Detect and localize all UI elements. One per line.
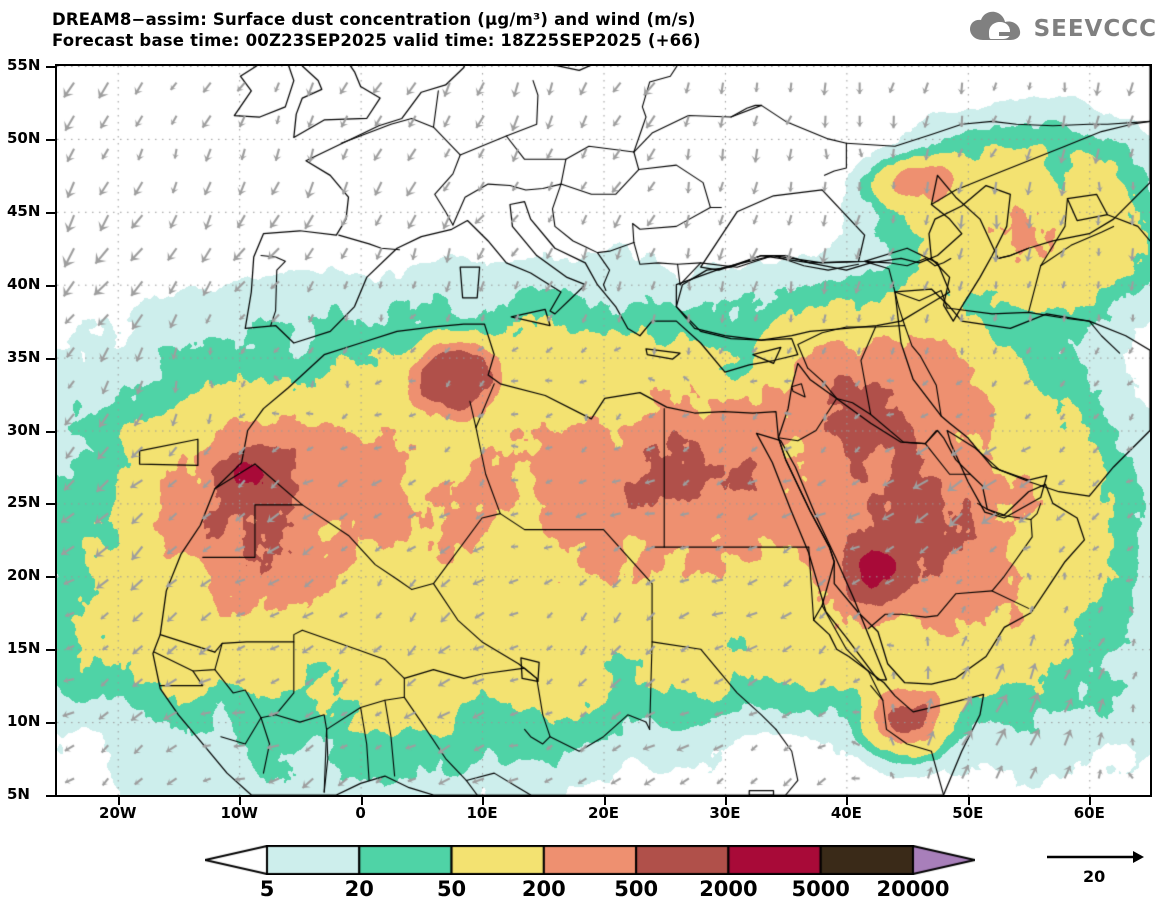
x-axis-tick-label: 30E <box>709 804 741 822</box>
y-axis-tick <box>46 576 55 579</box>
x-axis-tick-label: 20E <box>587 804 620 822</box>
colorbar-tick-label: 20000 <box>876 877 950 901</box>
y-axis-tick-label: 50N <box>7 128 41 147</box>
y-axis-tick <box>46 722 55 725</box>
x-axis-tick <box>360 796 363 805</box>
y-axis-tick <box>46 66 55 68</box>
logo-text: SEEVCCC <box>1033 16 1157 42</box>
x-axis-tick <box>724 796 727 805</box>
wind-scale-label: 20 <box>1083 867 1106 886</box>
x-axis-tick <box>1089 796 1092 805</box>
y-axis-tick-label: 15N <box>7 639 41 658</box>
colorbar-tick-label: 5 <box>259 877 275 901</box>
dust-concentration-map <box>57 66 1150 795</box>
y-axis-tick <box>46 795 55 797</box>
y-axis-tick-label: 30N <box>7 420 41 439</box>
x-axis-tick <box>482 796 485 805</box>
y-axis-tick-label: 55N <box>7 56 41 74</box>
colorbar-tick-label: 500 <box>614 877 659 901</box>
x-axis-tick <box>117 796 120 805</box>
header: DREAM8−assim: Surface dust concentration… <box>0 0 1165 60</box>
y-axis-tick-label: 35N <box>7 347 41 366</box>
y-axis-tick <box>46 503 55 506</box>
y-axis-tick-label: 5N <box>7 785 30 803</box>
colorbar-tick-label: 50 <box>436 877 467 901</box>
x-axis-tick <box>846 796 849 805</box>
x-axis-tick-label: 0 <box>355 804 366 822</box>
y-axis-tick-label: 10N <box>7 712 41 731</box>
x-axis-tick <box>967 796 970 805</box>
colorbar-swatches <box>205 845 975 875</box>
x-axis-tick-label: 40E <box>830 804 862 822</box>
wind-scale-key: 20 <box>1045 848 1155 893</box>
y-axis-tick <box>46 211 55 214</box>
y-axis-tick <box>46 284 55 287</box>
map-plot-area[interactable] <box>55 64 1152 797</box>
x-axis-tick <box>603 796 606 805</box>
y-axis-tick <box>46 430 55 433</box>
colorbar-tick-label: 200 <box>521 877 566 901</box>
x-axis-tick-label: 50E <box>952 804 984 822</box>
forecast-time-subtitle: Forecast base time: 00Z23SEP2025 valid t… <box>52 31 701 50</box>
y-axis-tick-label: 45N <box>7 201 41 220</box>
y-axis-tick <box>46 649 55 652</box>
x-axis-tick-label: 10E <box>466 804 498 822</box>
colorbar-legend: 5 20 50 200 500 2000 5000 20000 <box>205 845 975 903</box>
y-axis-tick-label: 25N <box>7 493 41 512</box>
cloud-icon <box>969 10 1027 48</box>
y-axis-tick <box>46 357 55 360</box>
x-axis-tick-label: 20W <box>99 804 137 822</box>
x-axis-tick-label: 10W <box>220 804 258 822</box>
colorbar-tick-label: 2000 <box>699 877 758 901</box>
colorbar-tick-label: 5000 <box>791 877 850 901</box>
y-axis-tick <box>46 138 55 141</box>
seevccc-logo: SEEVCCC <box>969 10 1157 48</box>
page-title: DREAM8−assim: Surface dust concentration… <box>52 10 696 29</box>
x-axis-tick-label: 60E <box>1073 804 1105 822</box>
y-axis-tick-label: 20N <box>7 566 41 585</box>
colorbar-tick-label: 20 <box>344 877 374 901</box>
y-axis-tick-label: 40N <box>7 274 41 293</box>
arrow-right-icon <box>1047 851 1144 863</box>
x-axis-tick <box>239 796 242 805</box>
